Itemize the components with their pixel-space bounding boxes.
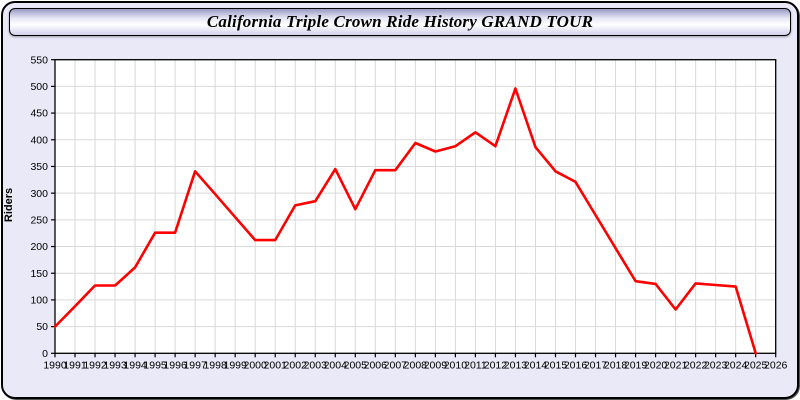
svg-text:2018: 2018	[604, 359, 628, 371]
svg-text:1997: 1997	[183, 359, 207, 371]
svg-text:1993: 1993	[103, 359, 127, 371]
svg-text:2012: 2012	[484, 359, 508, 371]
svg-text:2005: 2005	[344, 359, 368, 371]
svg-text:2022: 2022	[684, 359, 708, 371]
svg-text:1998: 1998	[203, 359, 227, 371]
svg-text:500: 500	[30, 81, 48, 93]
svg-text:2001: 2001	[264, 359, 288, 371]
svg-text:2000: 2000	[244, 359, 268, 371]
svg-text:1990: 1990	[43, 359, 67, 371]
svg-text:550: 550	[30, 54, 48, 66]
svg-text:2026: 2026	[764, 359, 788, 371]
svg-text:2021: 2021	[664, 359, 688, 371]
svg-text:400: 400	[30, 134, 48, 146]
svg-text:100: 100	[30, 295, 48, 307]
svg-text:2016: 2016	[564, 359, 588, 371]
svg-text:2003: 2003	[304, 359, 328, 371]
svg-text:2025: 2025	[744, 359, 768, 371]
svg-text:300: 300	[30, 188, 48, 200]
svg-text:250: 250	[30, 214, 48, 226]
svg-text:1992: 1992	[83, 359, 107, 371]
svg-text:1999: 1999	[223, 359, 247, 371]
svg-text:2010: 2010	[444, 359, 468, 371]
svg-text:2023: 2023	[704, 359, 728, 371]
svg-text:2024: 2024	[724, 359, 748, 371]
svg-text:1991: 1991	[63, 359, 87, 371]
svg-text:2006: 2006	[364, 359, 388, 371]
svg-text:2009: 2009	[424, 359, 448, 371]
svg-text:2007: 2007	[384, 359, 408, 371]
title-bar: California Triple Crown Ride History GRA…	[9, 8, 791, 36]
svg-text:450: 450	[30, 108, 48, 120]
svg-text:2019: 2019	[624, 359, 648, 371]
svg-text:2015: 2015	[544, 359, 568, 371]
svg-text:350: 350	[30, 161, 48, 173]
svg-text:1994: 1994	[123, 359, 147, 371]
svg-text:2002: 2002	[284, 359, 308, 371]
svg-text:0: 0	[42, 348, 48, 360]
svg-text:2011: 2011	[464, 359, 487, 371]
chart-title: California Triple Crown Ride History GRA…	[206, 12, 594, 31]
svg-text:2017: 2017	[584, 359, 608, 371]
svg-text:2014: 2014	[524, 359, 548, 371]
svg-text:50: 50	[36, 321, 48, 333]
svg-text:2020: 2020	[644, 359, 668, 371]
svg-text:200: 200	[30, 241, 48, 253]
svg-text:2013: 2013	[504, 359, 528, 371]
svg-text:1995: 1995	[143, 359, 167, 371]
svg-text:1996: 1996	[163, 359, 187, 371]
svg-text:2004: 2004	[324, 359, 348, 371]
svg-text:2008: 2008	[404, 359, 428, 371]
svg-text:150: 150	[30, 268, 48, 280]
